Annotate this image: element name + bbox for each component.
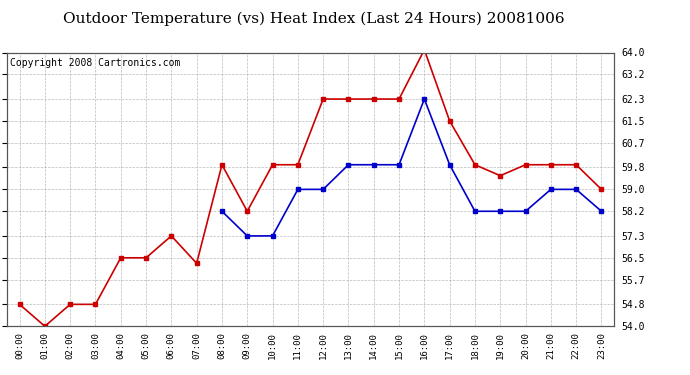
Text: Copyright 2008 Cartronics.com: Copyright 2008 Cartronics.com bbox=[10, 58, 180, 68]
Text: Outdoor Temperature (vs) Heat Index (Last 24 Hours) 20081006: Outdoor Temperature (vs) Heat Index (Las… bbox=[63, 11, 564, 26]
